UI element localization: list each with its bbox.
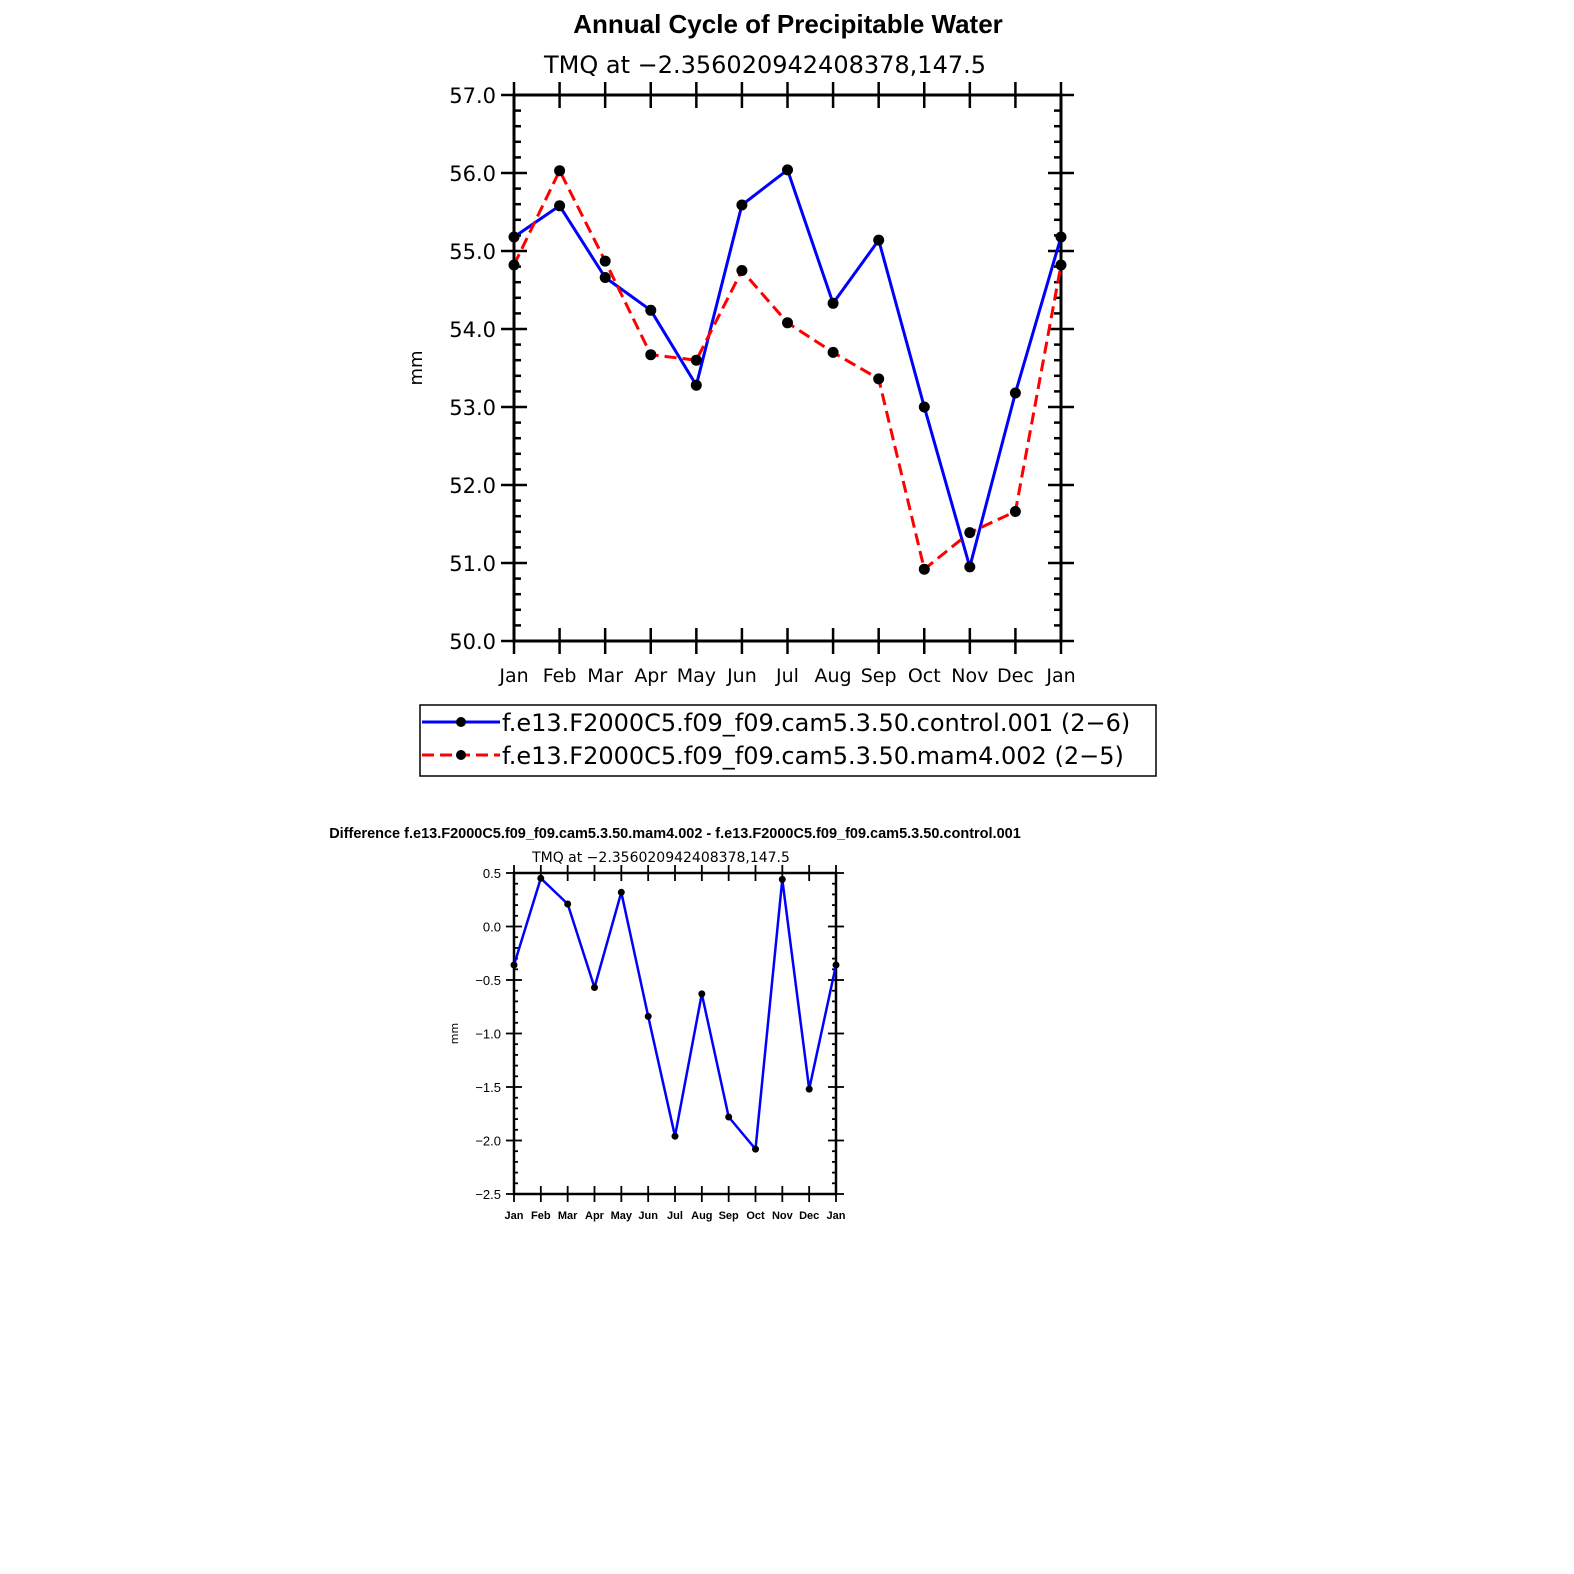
legend-marker-1 — [456, 717, 466, 727]
x-tick-label: Jun — [638, 1210, 658, 1222]
x-tick-label: Sep — [719, 1210, 739, 1222]
chart-title: Annual Cycle of Precipitable Water — [573, 9, 1003, 39]
y-tick-label: 0.0 — [483, 920, 501, 935]
data-point — [1055, 231, 1067, 243]
x-tick-label: May — [611, 1210, 633, 1222]
data-point — [832, 961, 840, 969]
x-tick-label: Jul — [775, 665, 799, 687]
y-tick-label: 55.0 — [449, 240, 496, 264]
chart-panel-1: Annual Cycle of Precipitable Water TMQ at… — [406, 9, 1157, 777]
y-tick-label: 53.0 — [449, 396, 496, 420]
x-tick-label: Nov — [951, 665, 988, 687]
data-point — [918, 563, 930, 575]
x-tick-label: Nov — [772, 1210, 794, 1222]
y-tick-label: −1.5 — [475, 1080, 501, 1095]
data-point — [671, 1132, 679, 1140]
data-point — [873, 234, 885, 246]
data-point — [782, 164, 793, 176]
y-tick-label: 51.0 — [449, 552, 496, 576]
data-point — [827, 346, 839, 358]
x-tick-label: Feb — [543, 665, 577, 687]
y-tick-label: 0.5 — [483, 866, 501, 881]
data-point — [725, 1113, 733, 1121]
chart-subtitle: TMQ at −2.356020942408378,147.5 — [543, 51, 986, 79]
x-tick-label: Oct — [746, 1210, 765, 1222]
y-tick-label: 50.0 — [449, 630, 496, 654]
x-tick-label: Aug — [691, 1210, 712, 1222]
y-axis-label: mm — [406, 350, 427, 385]
data-point — [537, 874, 545, 882]
data-point — [508, 259, 520, 271]
data-point — [964, 561, 976, 573]
x-tick-label: Jan — [498, 665, 528, 687]
legend-label-2: f.e13.F2000C5.f09_f09.cam5.3.50.mam4.002… — [502, 742, 1124, 770]
chart-subtitle: TMQ at −2.356020942408378,147.5 — [531, 850, 790, 866]
data-point — [736, 265, 748, 276]
y-tick-label: −0.5 — [475, 973, 501, 988]
data-point — [644, 1012, 652, 1020]
data-point — [591, 984, 598, 991]
plot-frame — [512, 93, 1063, 643]
legend: f.e13.F2000C5.f09_f09.cam5.3.50.control.… — [419, 704, 1157, 777]
chart-panel-2: Difference f.e13.F2000C5.f09_f09.cam5.3.… — [329, 826, 1021, 1222]
legend-box — [419, 704, 1157, 777]
data-point — [645, 304, 657, 316]
legend-label-1: f.e13.F2000C5.f09_f09.cam5.3.50.control.… — [502, 709, 1130, 737]
series-line-1 — [513, 168, 1063, 569]
data-point — [778, 875, 786, 883]
series-line-2 — [512, 169, 1063, 571]
x-tick-label: Jan — [1045, 665, 1075, 687]
data-point — [752, 1145, 759, 1153]
x-tick-label: Mar — [558, 1210, 578, 1222]
data-point — [554, 200, 566, 212]
y-tick-label: 54.0 — [449, 318, 496, 342]
data-point — [1055, 259, 1067, 271]
data-point — [1009, 506, 1021, 517]
data-point — [782, 317, 793, 329]
data-point — [690, 379, 702, 391]
x-tick-label: Apr — [634, 665, 667, 687]
y-tick-label: 52.0 — [449, 474, 496, 498]
data-point — [508, 231, 520, 243]
y-tick-label: −2.0 — [475, 1134, 501, 1149]
x-tick-label: Jan — [827, 1210, 846, 1222]
y-axis-label: mm — [448, 1023, 461, 1044]
x-tick-label: Jul — [667, 1210, 683, 1222]
y-tick-label: −2.5 — [475, 1187, 501, 1202]
x-tick-label: Jan — [505, 1210, 524, 1222]
legend-marker-2 — [456, 750, 466, 760]
y-tick-label: −1.0 — [475, 1027, 501, 1042]
data-point — [698, 990, 706, 998]
x-tick-label: Dec — [997, 665, 1034, 687]
x-tick-label: Apr — [585, 1210, 605, 1222]
chart-title: Difference f.e13.F2000C5.f09_f09.cam5.3.… — [329, 826, 1021, 842]
series-line-1 — [512, 877, 838, 1151]
data-point — [873, 373, 885, 385]
data-point — [827, 297, 839, 309]
data-point — [1009, 387, 1021, 399]
x-tick-label: Jun — [726, 665, 757, 687]
x-tick-label: Oct — [908, 665, 941, 687]
data-point — [564, 900, 572, 908]
data-point — [690, 354, 702, 366]
data-point — [599, 272, 611, 283]
x-tick-label: Feb — [531, 1210, 551, 1222]
data-point — [805, 1085, 813, 1093]
y-tick-label: 56.0 — [449, 162, 496, 186]
x-tick-label: Sep — [861, 665, 897, 687]
data-point — [645, 349, 657, 361]
y-tick-label: 57.0 — [449, 84, 496, 108]
x-tick-label: Dec — [799, 1210, 819, 1222]
x-tick-label: May — [677, 665, 716, 687]
data-point — [599, 255, 611, 267]
data-point — [554, 165, 566, 177]
x-tick-label: Mar — [587, 665, 623, 687]
data-point — [736, 199, 748, 211]
data-point — [964, 527, 976, 539]
data-point — [510, 961, 518, 969]
data-point — [617, 888, 625, 896]
data-point — [918, 401, 930, 413]
x-tick-label: Aug — [815, 665, 852, 687]
